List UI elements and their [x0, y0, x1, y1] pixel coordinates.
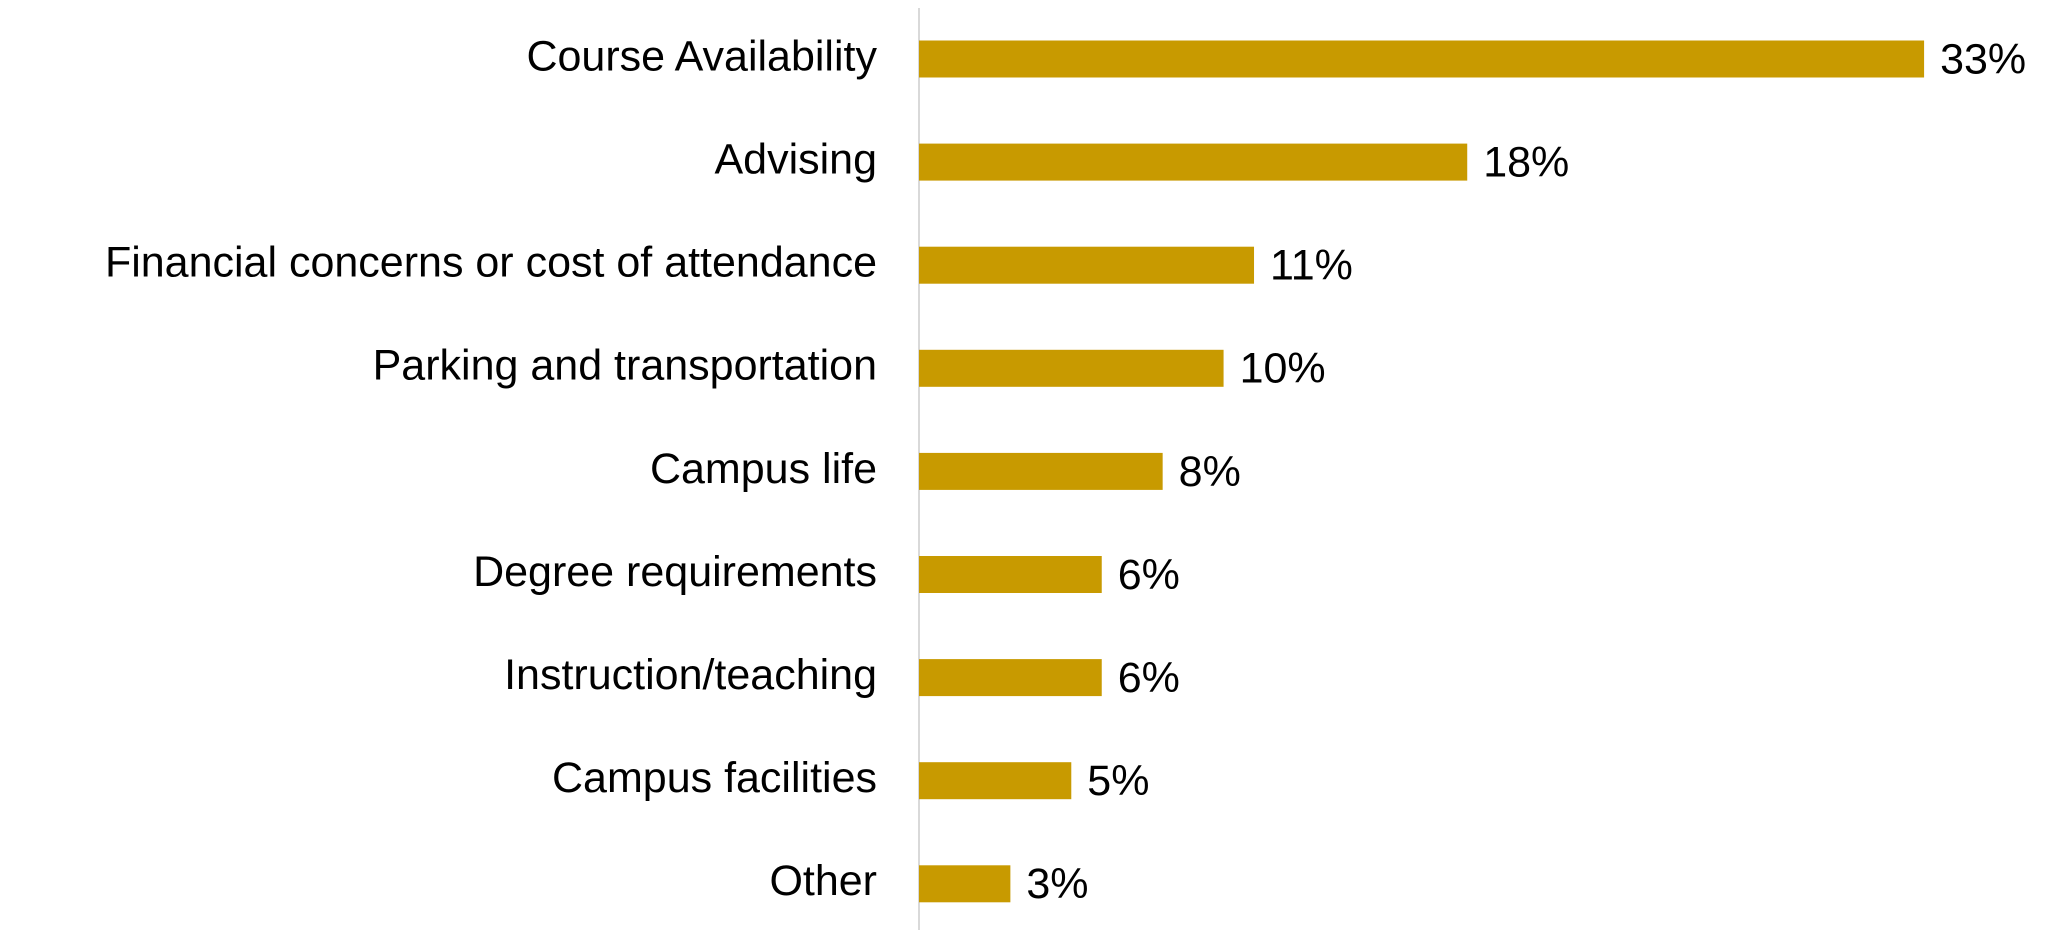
value-label: 6%	[1118, 551, 1180, 599]
category-label: Advising	[714, 135, 877, 183]
bar	[919, 659, 1102, 697]
category-label: Course Availability	[526, 32, 877, 80]
bar	[919, 452, 1163, 490]
value-label: 10%	[1240, 345, 1326, 393]
category-label: Campus life	[650, 445, 877, 493]
value-label: 6%	[1118, 654, 1180, 702]
category-label: Campus facilities	[552, 754, 877, 802]
bar	[919, 349, 1224, 387]
category-label: Financial concerns or cost of attendance	[105, 239, 877, 287]
bar	[919, 865, 1011, 903]
category-label: Instruction/teaching	[504, 651, 877, 699]
bar	[919, 556, 1102, 593]
category-label: Other	[769, 857, 877, 905]
value-label: 3%	[1026, 860, 1088, 908]
bar	[919, 246, 1255, 284]
value-label: 18%	[1483, 138, 1569, 186]
category-label: Parking and transportation	[373, 342, 877, 390]
bar	[919, 143, 1468, 181]
category-label: Degree requirements	[473, 548, 877, 596]
bar	[919, 40, 1925, 78]
value-label: 11%	[1270, 242, 1353, 290]
bar	[919, 762, 1072, 800]
value-label: 33%	[1940, 35, 2026, 83]
value-label: 8%	[1179, 448, 1241, 496]
value-label: 5%	[1087, 757, 1149, 805]
